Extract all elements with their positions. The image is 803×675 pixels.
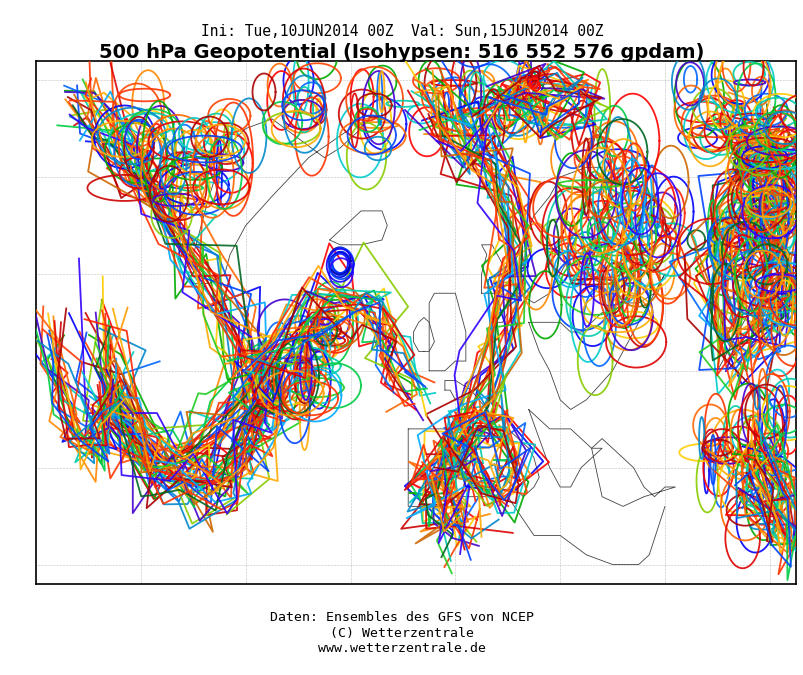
Text: 500 hPa Geopotential (Isohypsen: 516 552 576 gpdam): 500 hPa Geopotential (Isohypsen: 516 552… [100,43,703,62]
Text: www.wetterzentrale.de: www.wetterzentrale.de [318,641,485,655]
Text: Daten: Ensembles des GFS von NCEP: Daten: Ensembles des GFS von NCEP [270,611,533,624]
Text: (C) Wetterzentrale: (C) Wetterzentrale [329,626,474,640]
Text: Ini: Tue,10JUN2014 00Z  Val: Sun,15JUN2014 00Z: Ini: Tue,10JUN2014 00Z Val: Sun,15JUN201… [201,24,602,39]
